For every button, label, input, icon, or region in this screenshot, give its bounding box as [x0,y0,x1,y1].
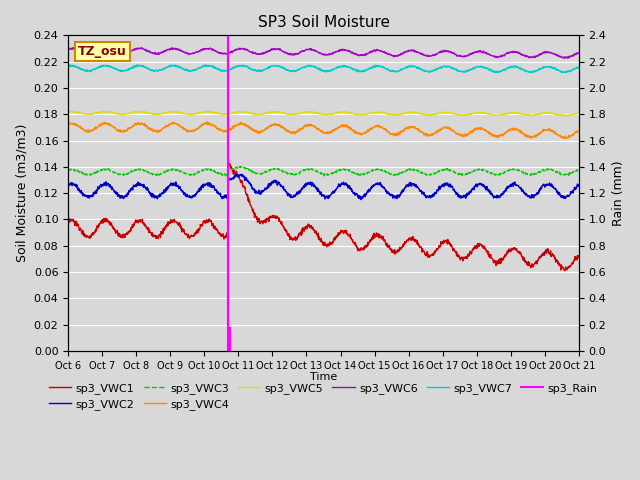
sp3_VWC2 [357,197,365,203]
Line: sp3_VWC6: sp3_VWC6 [68,48,579,58]
Text: TZ_osu: TZ_osu [78,45,127,58]
Line: sp3_VWC5: sp3_VWC5 [68,111,579,116]
sp3_VWC4 [64,120,72,126]
sp3_VWC5 [355,112,363,118]
sp3_VWC6 [564,55,572,61]
sp3_VWC5 [560,113,568,119]
sp3_VWC2 [355,196,363,202]
sp3_VWC4 [204,119,211,124]
sp3_VWC3 [356,172,364,178]
sp3_VWC2 [575,182,582,188]
sp3_VWC5 [202,108,210,114]
sp3_VWC6 [282,50,289,56]
sp3_VWC4 [282,126,289,132]
sp3_VWC6 [575,50,582,56]
sp3_VWC5 [282,110,289,116]
sp3_VWC1 [64,217,72,223]
sp3_VWC3 [237,164,244,169]
sp3_VWC1 [292,238,300,243]
sp3_VWC5 [575,110,582,116]
sp3_VWC2 [301,181,308,187]
sp3_VWC6 [104,46,112,51]
sp3_VWC1 [226,160,234,166]
sp3_VWC2 [64,182,72,188]
sp3_VWC1 [104,217,111,223]
sp3_VWC7 [292,68,300,73]
sp3_VWC6 [69,45,77,50]
Legend: sp3_VWC1, sp3_VWC2, sp3_VWC3, sp3_VWC4, sp3_VWC5, sp3_VWC6, sp3_VWC7, sp3_Rain: sp3_VWC1, sp3_VWC2, sp3_VWC3, sp3_VWC4, … [45,378,602,415]
sp3_VWC4 [104,120,111,126]
sp3_VWC7 [125,67,132,72]
sp3_VWC7 [67,62,74,68]
sp3_VWC3 [301,168,308,173]
sp3_VWC7 [563,70,570,76]
sp3_VWC7 [575,64,582,70]
sp3_VWC7 [355,69,363,74]
sp3_VWC4 [292,129,300,135]
Line: sp3_VWC1: sp3_VWC1 [68,163,579,271]
sp3_VWC3 [125,170,132,176]
sp3_VWC6 [301,48,308,53]
Line: sp3_VWC2: sp3_VWC2 [68,174,579,200]
sp3_VWC7 [64,62,72,68]
sp3_VWC3 [104,167,111,173]
sp3_VWC5 [301,109,308,115]
sp3_VWC2 [282,187,289,192]
sp3_VWC6 [355,53,363,59]
sp3_VWC1 [355,247,363,252]
sp3_VWC1 [282,227,289,232]
sp3_VWC2 [234,171,241,177]
Line: sp3_VWC3: sp3_VWC3 [68,167,579,176]
Y-axis label: Soil Moisture (m3/m3): Soil Moisture (m3/m3) [15,124,28,262]
sp3_VWC4 [355,131,363,137]
sp3_VWC3 [321,173,328,179]
X-axis label: Time: Time [310,372,337,382]
sp3_VWC1 [125,230,132,236]
sp3_VWC7 [282,66,289,72]
Line: sp3_VWC4: sp3_VWC4 [68,121,579,138]
sp3_VWC6 [125,49,132,55]
sp3_VWC2 [292,192,300,198]
sp3_VWC4 [125,126,132,132]
sp3_VWC6 [64,46,72,52]
Title: SP3 Soil Moisture: SP3 Soil Moisture [257,15,390,30]
sp3_VWC4 [575,128,582,133]
Bar [229,327,230,351]
sp3_VWC1 [575,253,582,259]
sp3_VWC2 [125,190,132,196]
sp3_VWC3 [575,167,582,173]
sp3_VWC5 [125,110,132,116]
sp3_VWC1 [301,224,308,230]
sp3_VWC4 [563,135,570,141]
sp3_VWC3 [64,167,72,172]
sp3_VWC6 [292,50,300,56]
Y-axis label: Rain (mm): Rain (mm) [612,160,625,226]
sp3_VWC3 [292,172,300,178]
sp3_VWC4 [301,123,308,129]
Line: sp3_VWC7: sp3_VWC7 [68,65,579,73]
sp3_VWC2 [104,181,111,187]
sp3_VWC5 [104,109,111,115]
sp3_VWC3 [282,169,289,175]
sp3_VWC5 [292,111,300,117]
sp3_VWC1 [561,268,569,274]
sp3_VWC5 [64,108,72,114]
Bar [227,322,228,351]
sp3_VWC7 [104,63,112,69]
sp3_VWC7 [301,64,308,70]
